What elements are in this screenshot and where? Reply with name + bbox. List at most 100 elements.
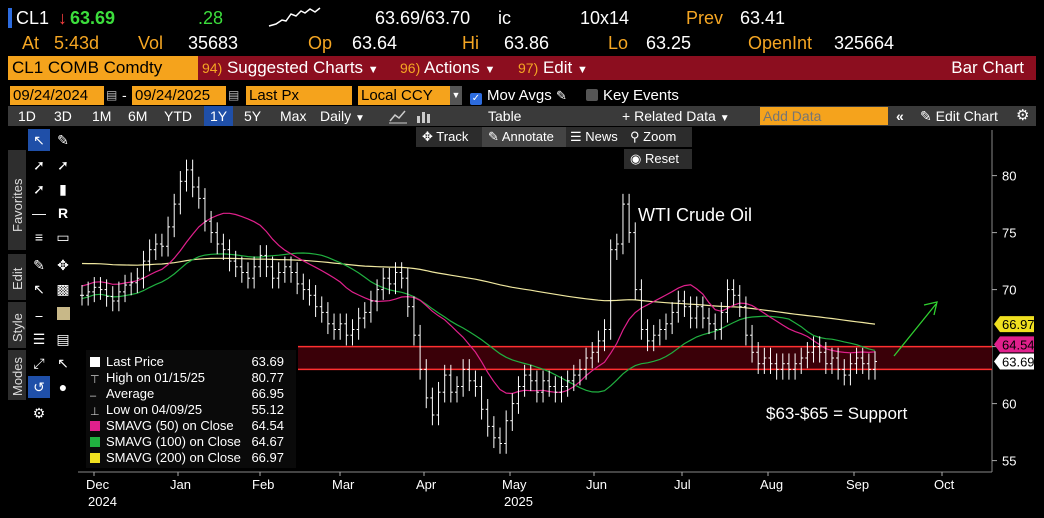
line-weight-icon[interactable]: ☰ [32, 331, 46, 347]
select-icon[interactable]: ↖ [33, 281, 45, 297]
calendar-icon[interactable]: ▤ [228, 88, 240, 102]
pencil-icon: ✎ [488, 129, 499, 144]
trendline-icon[interactable]: ➚ [33, 157, 45, 173]
track-button[interactable]: ✥ Track [416, 127, 484, 147]
edit-tab[interactable] [8, 254, 26, 300]
actions-menu[interactable]: 96) Actions ▼ [400, 56, 495, 80]
line-chart-icon[interactable] [388, 108, 408, 124]
legend-low: ⊥ Low on 04/09/25 55.12 [90, 402, 290, 418]
modes-tab[interactable] [8, 350, 26, 400]
x-tick-label: Jul [674, 477, 691, 492]
bar-chart-icon[interactable] [414, 108, 434, 124]
calendar-icon[interactable]: ▤ [106, 88, 118, 102]
table-button[interactable]: Table [488, 108, 522, 124]
x-tick-label: Dec [86, 477, 110, 492]
mov-avgs-toggle[interactable]: ✓ Mov Avgs ✎ [470, 87, 567, 105]
edit-label: Edit [542, 58, 573, 77]
fill-color-icon[interactable] [52, 304, 74, 326]
bid-ask: 63.69/63.70 [375, 8, 471, 28]
fibonacci-icon[interactable]: ≡ [34, 229, 44, 245]
reset-button[interactable]: ◉ Reset [624, 149, 692, 169]
related-data-menu[interactable]: + Related Data ▼ [622, 106, 730, 126]
legend-value: 55.12 [251, 402, 284, 417]
key-events-toggle[interactable]: Key Events [586, 87, 679, 104]
legend-label: Last Price [106, 354, 164, 369]
x-tick-label: Mar [332, 477, 355, 492]
move-icon[interactable]: ✥ [57, 257, 69, 273]
zoom-button[interactable]: ⚲ Zoom [624, 127, 692, 147]
news-icon: ☰ [570, 129, 582, 144]
wti-annotation: WTI Crude Oil [638, 205, 752, 225]
draw-pencil-icon[interactable]: ✎ [57, 132, 69, 148]
period-5y[interactable]: 5Y [244, 108, 262, 124]
magnet-mode-icon[interactable]: ↺ [28, 376, 50, 398]
crosshair-mode-icon[interactable]: ⤢ [33, 355, 45, 371]
sma100-line [81, 252, 876, 393]
period-1m[interactable]: 1M [92, 108, 112, 124]
line-style-icon[interactable]: ⎯ [35, 307, 43, 323]
snap-mode-icon[interactable]: ↖ [57, 355, 69, 371]
collapse-icon[interactable]: « [896, 108, 904, 124]
y-tick-label: 70 [1002, 283, 1016, 298]
period-1y[interactable]: 1Y [204, 106, 234, 126]
y-tick-label: 75 [1002, 226, 1016, 241]
prev-value: 63.41 [740, 8, 786, 28]
rectangle-icon[interactable]: ▭ [56, 229, 70, 245]
pencil-icon[interactable]: ✎ [555, 88, 567, 103]
frequency-select[interactable]: Daily ▼ [320, 106, 365, 126]
legend-sma200: SMAVG (200) on Close 66.97 [90, 450, 290, 466]
horizontal-line-icon[interactable]: — [32, 205, 46, 221]
annotate-button[interactable]: ✎ Annotate [482, 127, 568, 147]
channel-icon[interactable]: ➚ [33, 181, 45, 197]
edit-pen-icon[interactable]: ✎ [33, 257, 45, 273]
high-marker-icon: ⊤ [90, 374, 100, 386]
news-button[interactable]: ☰ News [566, 127, 624, 147]
period-6m[interactable]: 6M [128, 108, 148, 124]
currency-select[interactable]: Local CCY [358, 86, 450, 105]
suggested-charts-menu[interactable]: 94) Suggested Charts ▼ [202, 56, 379, 80]
period-3d[interactable]: 3D [54, 108, 72, 124]
dropdown-arrow-icon: ▼ [484, 64, 496, 76]
price-tag-label: 66.97 [1002, 317, 1035, 332]
legend-value: 66.97 [251, 450, 284, 465]
style-tab[interactable] [8, 302, 26, 348]
parallel-icon[interactable]: ▮ [59, 181, 67, 197]
key-events-label: Key Events [603, 87, 679, 104]
start-date-field[interactable]: 09/24/2024 [10, 86, 104, 105]
cursor-icon[interactable]: ↖ [28, 129, 50, 151]
x-tick-label: May [502, 477, 527, 492]
support-band [298, 346, 992, 370]
security-input[interactable]: CL1 COMB Comdty [8, 56, 198, 80]
legend-average: – Average 66.95 [90, 386, 290, 402]
currency-dropdown-icon[interactable]: ▼ [450, 86, 462, 105]
trash-icon[interactable]: ▩ [56, 281, 70, 297]
period-max[interactable]: Max [280, 108, 307, 124]
color-mode-icon[interactable]: ● [58, 379, 68, 395]
period-ytd[interactable]: YTD [164, 108, 192, 124]
chart-type-label: Bar Chart [951, 58, 1024, 77]
favorites-tab[interactable] [8, 150, 26, 250]
average-marker-icon: – [90, 390, 97, 402]
legend-value: 64.54 [251, 418, 284, 433]
ray-icon[interactable]: ➚ [57, 157, 69, 173]
gear-icon[interactable]: ⚙ [1016, 107, 1030, 124]
text-style-icon[interactable]: ▤ [56, 331, 70, 347]
end-date-field[interactable]: 09/24/2025 [132, 86, 226, 105]
price-tag-label: 64.54 [1002, 337, 1035, 352]
legend-swatch [90, 437, 100, 447]
edit-chart-button[interactable]: ✎ Edit Chart [920, 106, 998, 126]
legend-label: Low on 04/09/25 [106, 402, 203, 417]
y-tick-label: 60 [1002, 397, 1016, 412]
legend-value: 64.67 [251, 434, 284, 449]
legend-value: 66.95 [251, 386, 284, 401]
period-1d[interactable]: 1D [18, 108, 36, 124]
r-tool-icon[interactable]: R [57, 205, 69, 221]
edit-menu[interactable]: 97) Edit ▼ [518, 56, 588, 80]
settings-gear-icon[interactable]: ⚙ [32, 405, 46, 421]
add-data-input[interactable] [760, 107, 888, 125]
price-tag [994, 336, 1034, 353]
hi-value: 63.86 [504, 33, 550, 53]
zoom-icon: ⚲ [630, 129, 640, 144]
price-field-select[interactable]: Last Px [246, 86, 352, 105]
